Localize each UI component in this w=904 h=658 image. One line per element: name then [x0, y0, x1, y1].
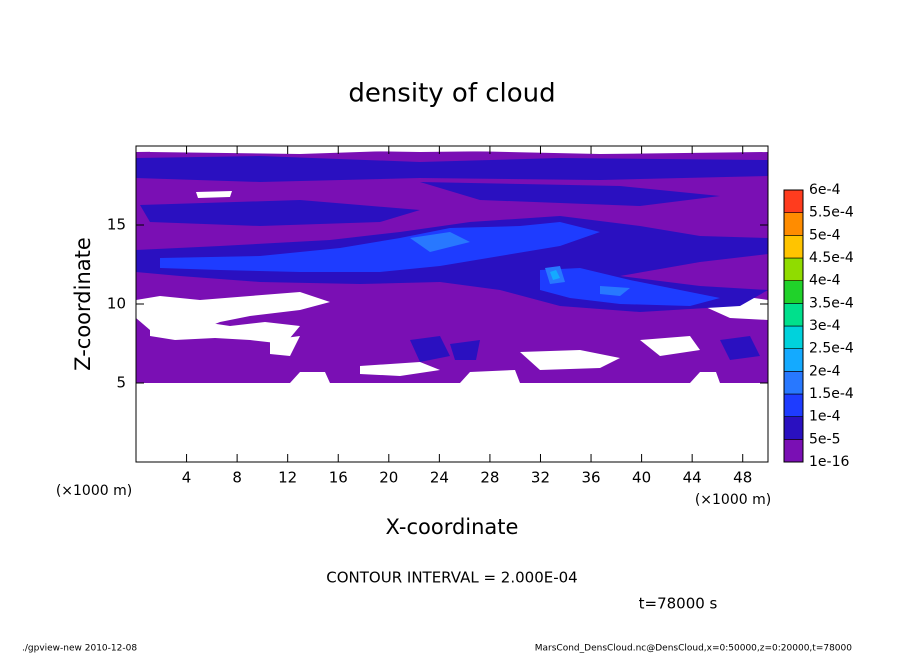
colorbar-box [783, 257, 804, 281]
clear-patch [150, 320, 300, 344]
x-tick-label: 16 [329, 469, 348, 487]
colorbar-label: 1e-4 [809, 409, 841, 425]
colorbar-label: 5e-5 [809, 431, 840, 447]
cloud-core [410, 232, 630, 296]
x-tick-label: 40 [632, 469, 651, 487]
x-tick-label: 4 [182, 469, 192, 487]
colorbar-label: 5.5e-4 [809, 205, 854, 221]
x-tick-label: 12 [278, 469, 297, 487]
colorbar-frame [783, 189, 804, 463]
colorbar-box [783, 189, 804, 213]
x-tick-label: 36 [581, 469, 600, 487]
colorbar-label: 4.5e-4 [809, 250, 854, 266]
colorbar-label: 1.5e-4 [809, 386, 854, 402]
cloud-band [136, 156, 768, 182]
chart-title: density of cloud [348, 79, 555, 109]
colorbar-label: 3.5e-4 [809, 295, 854, 311]
x-tick-label: 28 [480, 469, 499, 487]
colorbar-box [783, 371, 804, 395]
y-tick-label: 10 [107, 295, 126, 313]
x-tick-label: 32 [531, 469, 550, 487]
y-tick-label: 15 [107, 216, 126, 234]
colorbar-box [783, 439, 804, 463]
colorbar-box [783, 303, 804, 327]
colorbar-box [783, 348, 804, 372]
colorbar-label: 2.5e-4 [809, 341, 854, 357]
y-unit-label: (×1000 m) [56, 483, 132, 499]
cloud-core [550, 270, 560, 280]
clear-patch [150, 146, 768, 198]
colorbar-label: 3e-4 [809, 318, 841, 334]
y-tick-label: 5 [116, 374, 126, 392]
colorbar-box [783, 212, 804, 236]
x-tick-label: 24 [430, 469, 449, 487]
colorbar-label: 1e-16 [809, 454, 849, 470]
cloud-band [140, 182, 720, 226]
colorbar-label: 5e-4 [809, 227, 841, 243]
colorbar-label: 6e-4 [809, 182, 841, 198]
annotation: CONTOUR INTERVAL = 2.000E-04 [326, 569, 577, 587]
x-tick-label: 44 [683, 469, 702, 487]
colorbar-box [783, 416, 804, 440]
colorbar-box [783, 325, 804, 349]
contour-field [136, 146, 768, 383]
time-label: t=78000 s [639, 595, 718, 613]
x-unit-label: (×1000 m) [695, 492, 771, 508]
x-axis-label: X-coordinate [386, 515, 519, 539]
colorbar-label: 4e-4 [809, 273, 841, 289]
colorbar-box [783, 393, 804, 417]
cloud-core [160, 222, 600, 272]
colorbar-label: 2e-4 [809, 363, 841, 379]
y-axis-label: Z-coordinate [71, 237, 95, 371]
x-tick-label: 20 [379, 469, 398, 487]
colorbar-box [783, 280, 804, 304]
cloud-core [540, 268, 720, 306]
x-tick-label: 48 [733, 469, 752, 487]
x-tick-label: 8 [232, 469, 242, 487]
footer-right: MarsCond_DensCloud.nc@DensCloud,x=0:5000… [535, 644, 852, 654]
colorbar-box [783, 235, 804, 259]
footer-left: ./gpview-new 2010-12-08 [22, 644, 137, 654]
